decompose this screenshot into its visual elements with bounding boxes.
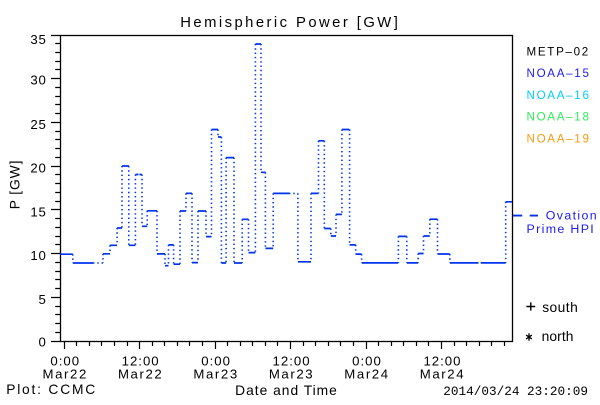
svg-text:Mar23: Mar23 bbox=[269, 367, 314, 382]
svg-text:0:00: 0:00 bbox=[201, 353, 231, 368]
svg-text:15: 15 bbox=[30, 205, 46, 220]
svg-text:METP–02: METP–02 bbox=[527, 46, 590, 59]
svg-text:NOAA–18: NOAA–18 bbox=[527, 111, 591, 124]
svg-text:Hemispheric Power [GW]: Hemispheric Power [GW] bbox=[180, 15, 400, 31]
svg-text:Date and Time: Date and Time bbox=[235, 383, 338, 398]
svg-text:0:00: 0:00 bbox=[352, 353, 382, 368]
svg-text:north: north bbox=[542, 329, 574, 344]
svg-text:Prime HPI: Prime HPI bbox=[527, 222, 596, 236]
svg-text:20: 20 bbox=[30, 161, 46, 176]
svg-text:0:00: 0:00 bbox=[50, 353, 80, 368]
svg-text:10: 10 bbox=[30, 248, 46, 263]
svg-text:12:00: 12:00 bbox=[273, 353, 311, 368]
svg-text:NOAA–16: NOAA–16 bbox=[527, 89, 591, 102]
svg-text:30: 30 bbox=[30, 72, 46, 87]
svg-text:35: 35 bbox=[30, 32, 46, 47]
svg-text:12:00: 12:00 bbox=[122, 353, 160, 368]
svg-text:south: south bbox=[542, 300, 578, 315]
svg-text:Mar22: Mar22 bbox=[118, 367, 163, 382]
svg-text:Mar23: Mar23 bbox=[193, 367, 238, 382]
svg-text:Ovation: Ovation bbox=[546, 209, 598, 223]
svg-text:12:00: 12:00 bbox=[423, 353, 461, 368]
svg-text:0: 0 bbox=[38, 335, 46, 350]
svg-text:5: 5 bbox=[38, 292, 46, 307]
svg-text:NOAA–19: NOAA–19 bbox=[527, 132, 591, 145]
svg-text:Mar24: Mar24 bbox=[344, 367, 389, 382]
svg-text:Plot: CCMC: Plot: CCMC bbox=[6, 382, 97, 397]
svg-text:Mar24: Mar24 bbox=[420, 367, 465, 382]
svg-text:P [GW]: P [GW] bbox=[8, 160, 23, 210]
svg-text:NOAA–15: NOAA–15 bbox=[527, 67, 591, 80]
svg-text:2014/03/24 23:20:09: 2014/03/24 23:20:09 bbox=[443, 384, 588, 399]
svg-text:25: 25 bbox=[30, 117, 46, 132]
svg-text:Mar22: Mar22 bbox=[43, 367, 88, 382]
